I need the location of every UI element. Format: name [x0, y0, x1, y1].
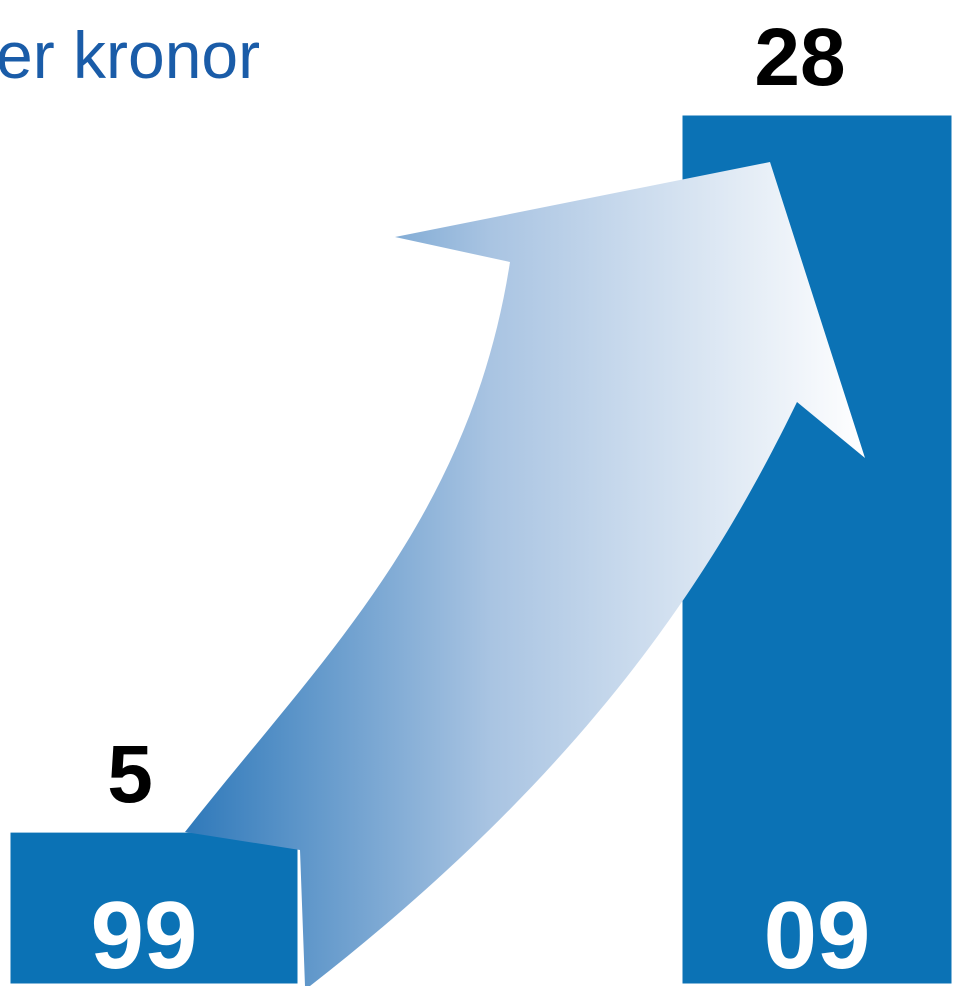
category-label: 09 — [764, 882, 871, 986]
labels: 99 5 09 28 — [91, 12, 871, 986]
chart-title: er kronor — [0, 18, 260, 92]
bar — [5, 827, 303, 986]
category-label: 99 — [91, 882, 198, 986]
growth-arrow — [185, 162, 865, 986]
value-label: 28 — [754, 12, 845, 103]
value-label: 5 — [107, 729, 153, 820]
